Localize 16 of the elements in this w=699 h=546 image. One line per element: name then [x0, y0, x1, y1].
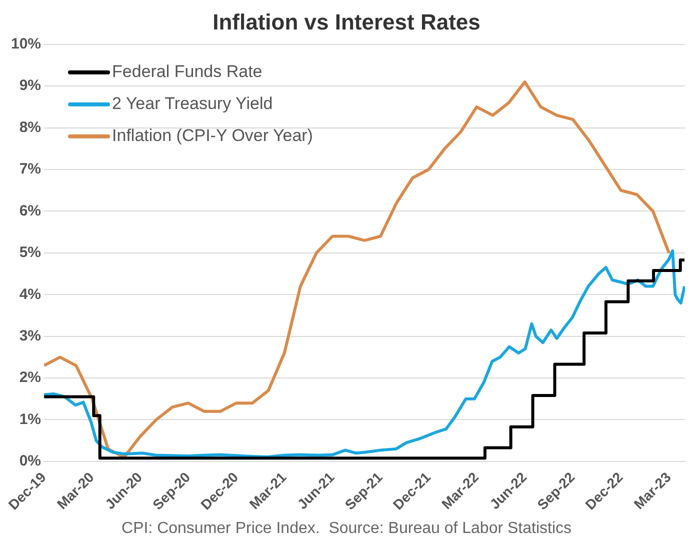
y-tick-label: 3%: [19, 327, 42, 344]
y-tick-label: 2%: [19, 369, 42, 386]
chart-title: Inflation vs Interest Rates: [212, 9, 480, 34]
y-tick-label: 1%: [19, 410, 42, 428]
y-tick-label: 0%: [19, 452, 42, 470]
legend-label: 2 Year Treasury Yield: [112, 94, 273, 114]
y-tick-label: 6%: [19, 202, 42, 220]
y-tick-label: 5%: [19, 244, 42, 262]
y-tick-label: 9%: [19, 77, 42, 94]
legend-label: Inflation (CPI-Y Over Year): [112, 126, 313, 146]
y-tick-label: 7%: [19, 160, 42, 178]
y-tick-label: 10%: [10, 36, 42, 53]
text: CPI: Consumer Price Index. Source: Bureau of Labor Statistics: [122, 520, 572, 537]
y-tick-label: 4%: [19, 286, 42, 303]
y-tick-label: 8%: [19, 118, 42, 136]
legend-label: Federal Funds Rate: [112, 62, 262, 82]
